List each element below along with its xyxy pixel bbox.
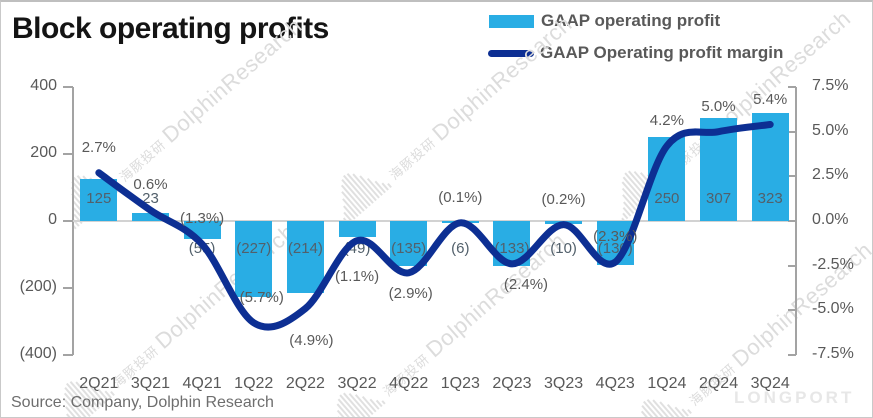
bar-3q22	[338, 221, 376, 238]
left-axis-tick-label: (200)	[19, 278, 57, 295]
right-axis-tick-label: -2.5%	[812, 255, 854, 273]
right-axis-tick-label: 7.5%	[812, 77, 849, 94]
left-axis-tick	[63, 287, 73, 289]
margin-value-label: (2.9%)	[388, 284, 433, 302]
category-label-4q23: 4Q23	[595, 375, 635, 392]
right-axis-tick	[788, 175, 796, 178]
right-axis-tick-label: 2.5%	[812, 166, 849, 184]
left-axis-tick	[63, 220, 73, 222]
bar-1q24	[648, 137, 686, 221]
legend-item-line: GAAP Operating profit margin	[488, 43, 783, 63]
right-axis-tick	[788, 220, 796, 222]
margin-value-label: (4.9%)	[289, 331, 334, 349]
bar-3q23	[545, 221, 583, 225]
left-axis-tick	[63, 153, 73, 155]
bar-value-label: 323	[757, 190, 783, 207]
right-axis-tick	[788, 309, 796, 312]
category-label-4q22: 4Q22	[389, 375, 429, 392]
longport-watermark: LONGPORT	[734, 388, 855, 407]
margin-value-label: (2.3%)	[593, 228, 638, 246]
right-axis-tick	[788, 130, 796, 133]
margin-value-label: 2.7%	[81, 138, 116, 156]
line-series-swatch-icon	[488, 49, 534, 57]
right-axis-line	[795, 87, 797, 355]
margin-value-label: (5.7%)	[239, 288, 284, 306]
margin-value-label: 0.6%	[133, 176, 168, 194]
bar-1q22	[235, 221, 273, 298]
right-axis-tick	[788, 86, 796, 88]
left-axis-tick-label: (400)	[19, 345, 57, 362]
right-axis-tick	[788, 264, 796, 267]
margin-value-label: (0.2%)	[541, 190, 586, 208]
category-label-2q23: 2Q23	[492, 375, 532, 392]
right-axis-tick-label: 5.0%	[812, 121, 849, 139]
category-label-2q22: 2Q22	[285, 375, 325, 392]
right-axis-tick-label: -5.0%	[812, 300, 854, 318]
category-label-1q22: 1Q22	[234, 375, 274, 392]
margin-value-label: 5.0%	[701, 97, 736, 115]
margin-value-label: (0.1%)	[438, 188, 483, 206]
margin-value-label: 5.4%	[753, 90, 788, 108]
margin-value-label: (2.4%)	[503, 275, 549, 293]
category-label-3q24: 3Q24	[750, 375, 790, 392]
left-axis-tick-label: 200	[30, 144, 57, 161]
left-axis-tick	[63, 86, 73, 88]
right-axis-tick-label: 0.0%	[812, 211, 849, 228]
legend-label-line: GAAP Operating profit margin	[540, 43, 784, 62]
chart-title: Block operating profits	[12, 12, 329, 45]
watermark-cn-text: 海豚投研	[386, 134, 439, 183]
category-label-3q23: 3Q23	[544, 375, 584, 392]
left-axis-tick-label: 400	[30, 77, 57, 94]
bar-series-swatch-icon	[489, 14, 534, 28]
category-label-1q23: 1Q23	[440, 375, 480, 392]
watermark-en-text: DolphinResearch	[427, 11, 577, 146]
source-note: Source: Company, Dolphin Research	[11, 394, 274, 411]
legend-label-bar: GAAP operating profit	[541, 11, 721, 30]
category-label-2q21: 2Q21	[79, 375, 119, 392]
category-label-4q21: 4Q21	[182, 375, 222, 392]
left-axis-tick	[63, 354, 73, 356]
right-axis-tick	[788, 354, 796, 356]
legend-item-bar: GAAP operating profit	[489, 11, 720, 31]
category-label-3q21: 3Q21	[130, 375, 171, 392]
right-axis-tick-label: -7.5%	[812, 345, 854, 362]
margin-value-label: 4.2%	[649, 111, 684, 129]
margin-value-label: (1.3%)	[180, 210, 225, 228]
category-label-3q22: 3Q22	[337, 375, 377, 392]
category-label-2q24: 2Q24	[698, 375, 739, 392]
bar-1q23	[441, 221, 479, 223]
category-label-1q24: 1Q24	[647, 375, 687, 392]
margin-value-label: (1.1%)	[334, 267, 380, 285]
left-axis-tick-label: 0	[48, 211, 57, 228]
